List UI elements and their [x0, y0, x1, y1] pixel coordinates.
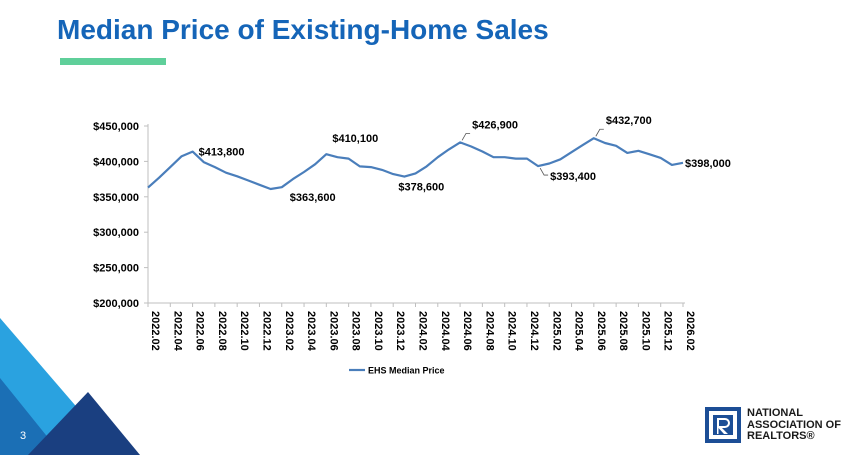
- y-tick-label: $450,000: [93, 121, 139, 133]
- x-tick-label: 2023.06: [327, 311, 339, 351]
- x-tick-label: 2024.08: [483, 311, 495, 351]
- x-tick-label: 2023.12: [394, 311, 406, 351]
- legend-label: EHS Median Price: [368, 366, 445, 376]
- data-label: $378,600: [398, 182, 444, 194]
- data-label: $410,100: [332, 133, 378, 145]
- logo-wordmark: NATIONAL ASSOCIATION OF REALTORS®: [747, 407, 841, 443]
- x-tick-label: 2022.08: [216, 311, 228, 351]
- x-tick-label: 2022.04: [171, 311, 183, 352]
- x-tick-label: 2024.06: [461, 311, 473, 351]
- logo-line-1: NATIONAL: [747, 407, 804, 419]
- data-label: $413,800: [199, 147, 245, 159]
- data-label: $363,600: [290, 192, 336, 204]
- x-tick-label: 2024.10: [506, 311, 518, 351]
- slide-title: Median Price of Existing-Home Sales: [57, 14, 549, 45]
- y-tick-label: $400,000: [93, 156, 139, 168]
- data-label: $393,400: [550, 171, 596, 183]
- logo-line-2: ASSOCIATION OF: [747, 418, 841, 431]
- x-tick-label: 2025.08: [617, 311, 629, 351]
- x-tick-label: 2022.02: [149, 311, 161, 351]
- x-tick-label: 2024.12: [528, 311, 540, 351]
- x-tick-label: 2023.04: [305, 311, 317, 352]
- x-tick-label: 2025.10: [639, 311, 651, 351]
- y-tick-label: $250,000: [93, 263, 139, 275]
- x-tick-label: 2023.08: [350, 311, 362, 351]
- x-tick-label: 2024.04: [439, 311, 451, 352]
- x-tick-label: 2022.06: [194, 311, 206, 351]
- x-tick-label: 2025.06: [595, 311, 607, 351]
- x-tick-label: 2024.02: [417, 311, 429, 351]
- x-tick-label: 2023.02: [283, 311, 295, 351]
- annotation-leader: [461, 132, 471, 141]
- y-tick-label: $350,000: [93, 192, 139, 204]
- logo-line-3: REALTORS®: [747, 430, 815, 442]
- x-tick-label: 2026.02: [684, 311, 696, 351]
- x-tick-label: 2025.04: [573, 311, 585, 352]
- page-number: 3: [20, 430, 27, 442]
- title-accent-bar: [60, 58, 166, 65]
- corner-triangle-navy: [28, 392, 140, 455]
- series-line: [147, 137, 684, 191]
- data-label: $432,700: [606, 115, 652, 127]
- data-label: $398,000: [685, 158, 731, 170]
- realtor-r-icon: [705, 407, 741, 443]
- annotation-leader: [595, 128, 604, 137]
- x-tick-label: 2025.02: [550, 311, 562, 351]
- y-tick-label: $200,000: [93, 298, 139, 310]
- x-tick-label: 2023.10: [372, 311, 384, 351]
- x-tick-label: 2022.10: [238, 311, 250, 351]
- y-tick-label: $300,000: [93, 227, 139, 239]
- x-tick-label: 2025.12: [662, 311, 674, 351]
- data-label: $426,900: [472, 119, 518, 131]
- x-tick-label: 2022.12: [260, 311, 272, 351]
- annotation-leader: [539, 167, 549, 176]
